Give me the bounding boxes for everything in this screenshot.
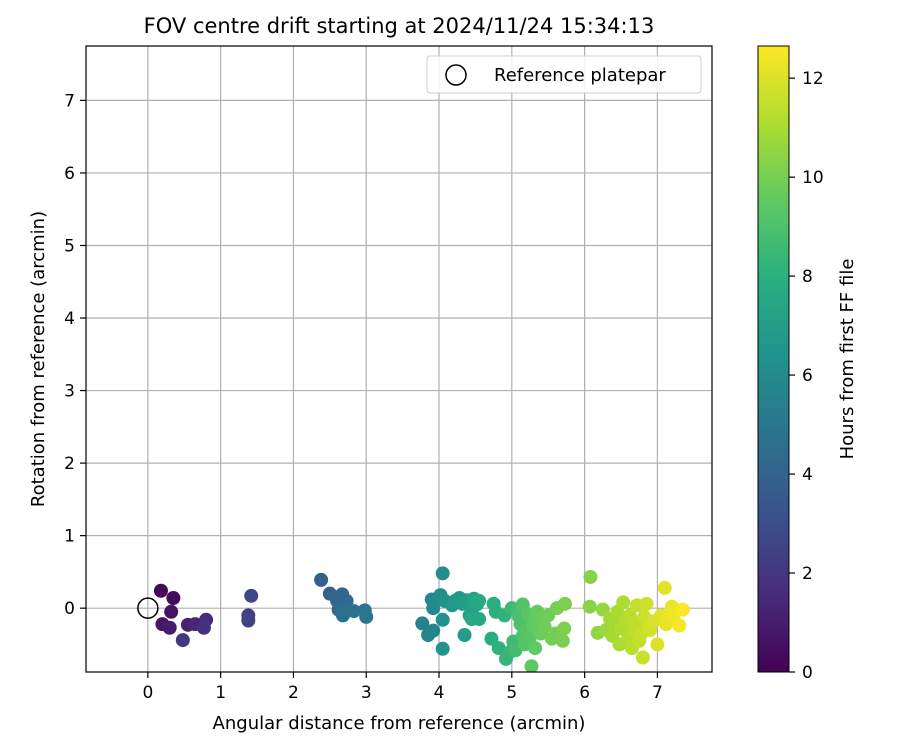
data-point	[491, 641, 506, 656]
data-point	[583, 569, 598, 584]
data-points	[153, 566, 690, 672]
data-point	[241, 613, 256, 628]
data-point	[537, 619, 552, 634]
y-axis-label: Rotation from reference (arcmin)	[28, 211, 49, 507]
data-point	[244, 588, 259, 603]
data-point	[166, 591, 181, 606]
colorbar-tick-label: 8	[802, 267, 813, 287]
x-axis-ticks: 0 1 2 3 4 5 6 7	[142, 672, 663, 703]
y-tick-label: 2	[64, 454, 75, 474]
colorbar: 0 2 4 6 8 10 12 Hours from first FF file	[757, 45, 858, 683]
data-point	[657, 580, 672, 595]
data-point	[314, 572, 329, 587]
colorbar-tick-label: 12	[802, 69, 824, 89]
y-tick-label: 3	[64, 382, 75, 402]
x-tick-label: 2	[288, 683, 299, 703]
data-point	[635, 650, 650, 665]
legend-label: Reference platepar	[494, 65, 666, 86]
data-point	[650, 637, 665, 652]
data-point	[555, 633, 570, 648]
data-point	[672, 618, 687, 633]
data-point	[346, 604, 361, 619]
data-point	[582, 599, 597, 614]
x-axis-label: Angular distance from reference (arcmin)	[213, 713, 586, 734]
data-point	[484, 631, 499, 646]
data-point	[164, 604, 179, 619]
colorbar-gradient	[757, 45, 790, 673]
data-point	[523, 630, 538, 645]
y-tick-label: 0	[64, 599, 75, 619]
chart-title: FOV centre drift starting at 2024/11/24 …	[144, 14, 655, 38]
x-tick-label: 6	[579, 683, 590, 703]
data-point	[435, 641, 450, 656]
reference-platepar-marker	[137, 597, 159, 619]
plot-frame	[85, 45, 713, 673]
data-point	[426, 601, 441, 616]
data-point	[196, 620, 211, 635]
legend-marker-open-circle	[445, 64, 467, 86]
colorbar-tick-label: 6	[802, 366, 813, 386]
x-tick-label: 5	[506, 683, 517, 703]
data-point	[153, 583, 168, 598]
data-point	[472, 593, 487, 608]
colorbar-label: Hours from first FF file	[837, 259, 858, 460]
y-tick-label: 4	[64, 309, 75, 329]
x-tick-label: 7	[652, 683, 663, 703]
data-point	[595, 602, 610, 617]
y-axis-ticks: 0 1 2 3 4 5 6 7	[64, 91, 86, 619]
x-tick-label: 0	[142, 683, 153, 703]
grid	[86, 46, 712, 672]
colorbar-tick-label: 0	[802, 663, 813, 683]
colorbar-ticks: 0 2 4 6 8 10 12	[789, 69, 824, 683]
reference-marker-layer	[137, 597, 159, 619]
y-tick-label: 6	[64, 164, 75, 184]
colorbar-tick-label: 10	[802, 168, 824, 188]
data-point	[616, 595, 631, 610]
x-tick-label: 1	[215, 683, 226, 703]
x-tick-label: 3	[361, 683, 372, 703]
data-point	[528, 641, 543, 656]
data-point	[415, 616, 430, 631]
legend-box	[426, 55, 702, 94]
data-point	[359, 609, 374, 624]
x-tick-label: 4	[434, 683, 445, 703]
data-point	[639, 596, 654, 611]
data-point	[675, 602, 690, 617]
data-point	[464, 612, 479, 627]
colorbar-tick-label: 4	[802, 465, 813, 485]
data-point	[524, 659, 539, 672]
data-point	[175, 633, 190, 648]
data-point	[435, 612, 450, 627]
colorbar-tick-label: 2	[802, 564, 813, 584]
legend: Reference platepar	[426, 55, 702, 94]
data-point	[557, 621, 572, 636]
data-point	[426, 623, 441, 638]
data-point	[435, 566, 450, 581]
y-tick-label: 5	[64, 236, 75, 256]
y-tick-label: 1	[64, 527, 75, 547]
data-point	[335, 608, 350, 623]
data-point	[457, 628, 472, 643]
y-tick-label: 7	[64, 91, 75, 111]
data-point	[162, 620, 177, 635]
data-point	[557, 596, 572, 611]
